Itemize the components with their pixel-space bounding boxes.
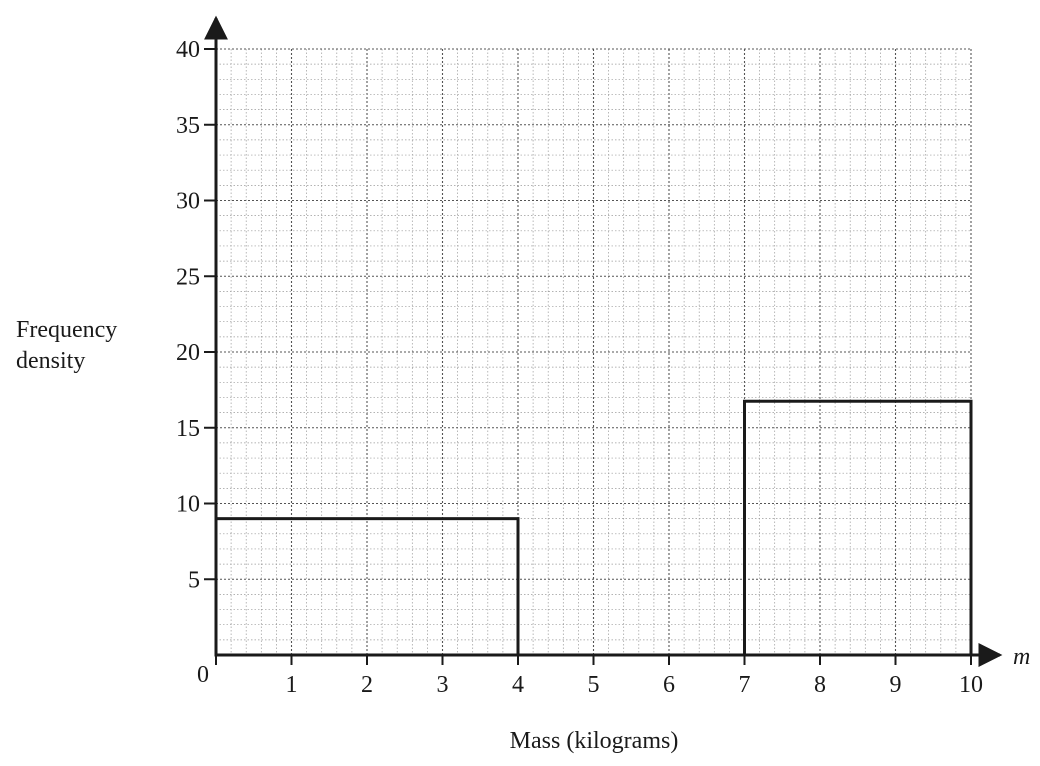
x-axis-title: Mass (kilograms) bbox=[510, 728, 679, 754]
x-tick-label: 5 bbox=[588, 672, 600, 698]
x-axis-variable: m bbox=[1013, 644, 1030, 670]
x-tick-label: 3 bbox=[437, 672, 449, 698]
bars bbox=[214, 399, 973, 657]
x-tick-label: 10 bbox=[959, 672, 983, 698]
y-axis-title-line-2: density bbox=[16, 348, 85, 374]
x-tick-label: 6 bbox=[663, 672, 675, 698]
y-tick-label: 5 bbox=[188, 567, 200, 593]
x-tick-label: 8 bbox=[814, 672, 826, 698]
ticks: 1 2 3 4 5 6 7 8 9 10 5 10 15 20 25 30 35 40 bbox=[176, 37, 983, 698]
y-tick-label: 25 bbox=[176, 264, 200, 290]
x-tick-label: 2 bbox=[361, 672, 373, 698]
y-tick-label: 35 bbox=[176, 113, 200, 139]
y-tick-label: 20 bbox=[176, 340, 200, 366]
x-tick-label: 7 bbox=[739, 672, 751, 698]
x-tick-label: 1 bbox=[286, 672, 298, 698]
x-tick-label: 4 bbox=[512, 672, 524, 698]
histogram-bar-2 bbox=[743, 399, 973, 657]
y-tick-label: 30 bbox=[176, 189, 200, 215]
x-tick-label: 9 bbox=[890, 672, 902, 698]
origin-label: 0 bbox=[197, 662, 209, 688]
y-tick-label: 40 bbox=[176, 37, 200, 63]
y-tick-label: 15 bbox=[176, 416, 200, 442]
grid bbox=[216, 48, 972, 655]
y-axis-title: Frequency density bbox=[16, 317, 123, 374]
y-axis-title-line-1: Frequency bbox=[16, 317, 117, 343]
y-tick-label: 10 bbox=[176, 492, 200, 518]
